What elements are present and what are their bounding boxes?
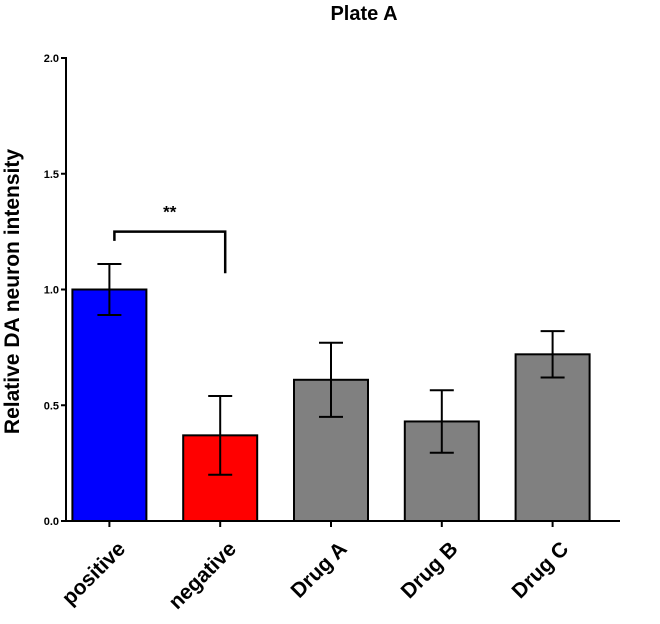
y-ticks: 0.0 0.5 1.0 1.5 2.0 (44, 53, 66, 528)
y-tick-label: 0.0 (44, 516, 59, 528)
bar (71, 288, 148, 522)
x-tick-label: negative (164, 537, 241, 614)
x-tick-label: positive (58, 537, 130, 609)
x-tick-label: Drug A (286, 537, 351, 602)
y-tick-label: 0.5 (44, 400, 59, 412)
significance-bracket (113, 230, 227, 274)
x-tick-label: Drug B (397, 537, 463, 603)
bars (71, 288, 591, 522)
significance-label: ** (163, 203, 177, 222)
chart-title: Plate A (330, 3, 397, 25)
x-ticks: positive negative Drug A Drug B Drug C (58, 521, 574, 614)
y-tick-label: 1.0 (44, 285, 59, 297)
y-tick-label: 2.0 (44, 53, 59, 65)
y-axis-label: Relative DA neuron intensity (1, 149, 24, 434)
error-bars (97, 263, 565, 476)
annotations: ** (113, 203, 227, 274)
bar (514, 353, 591, 522)
y-tick-label: 1.5 (44, 169, 59, 181)
x-tick-label: Drug C (508, 537, 574, 603)
